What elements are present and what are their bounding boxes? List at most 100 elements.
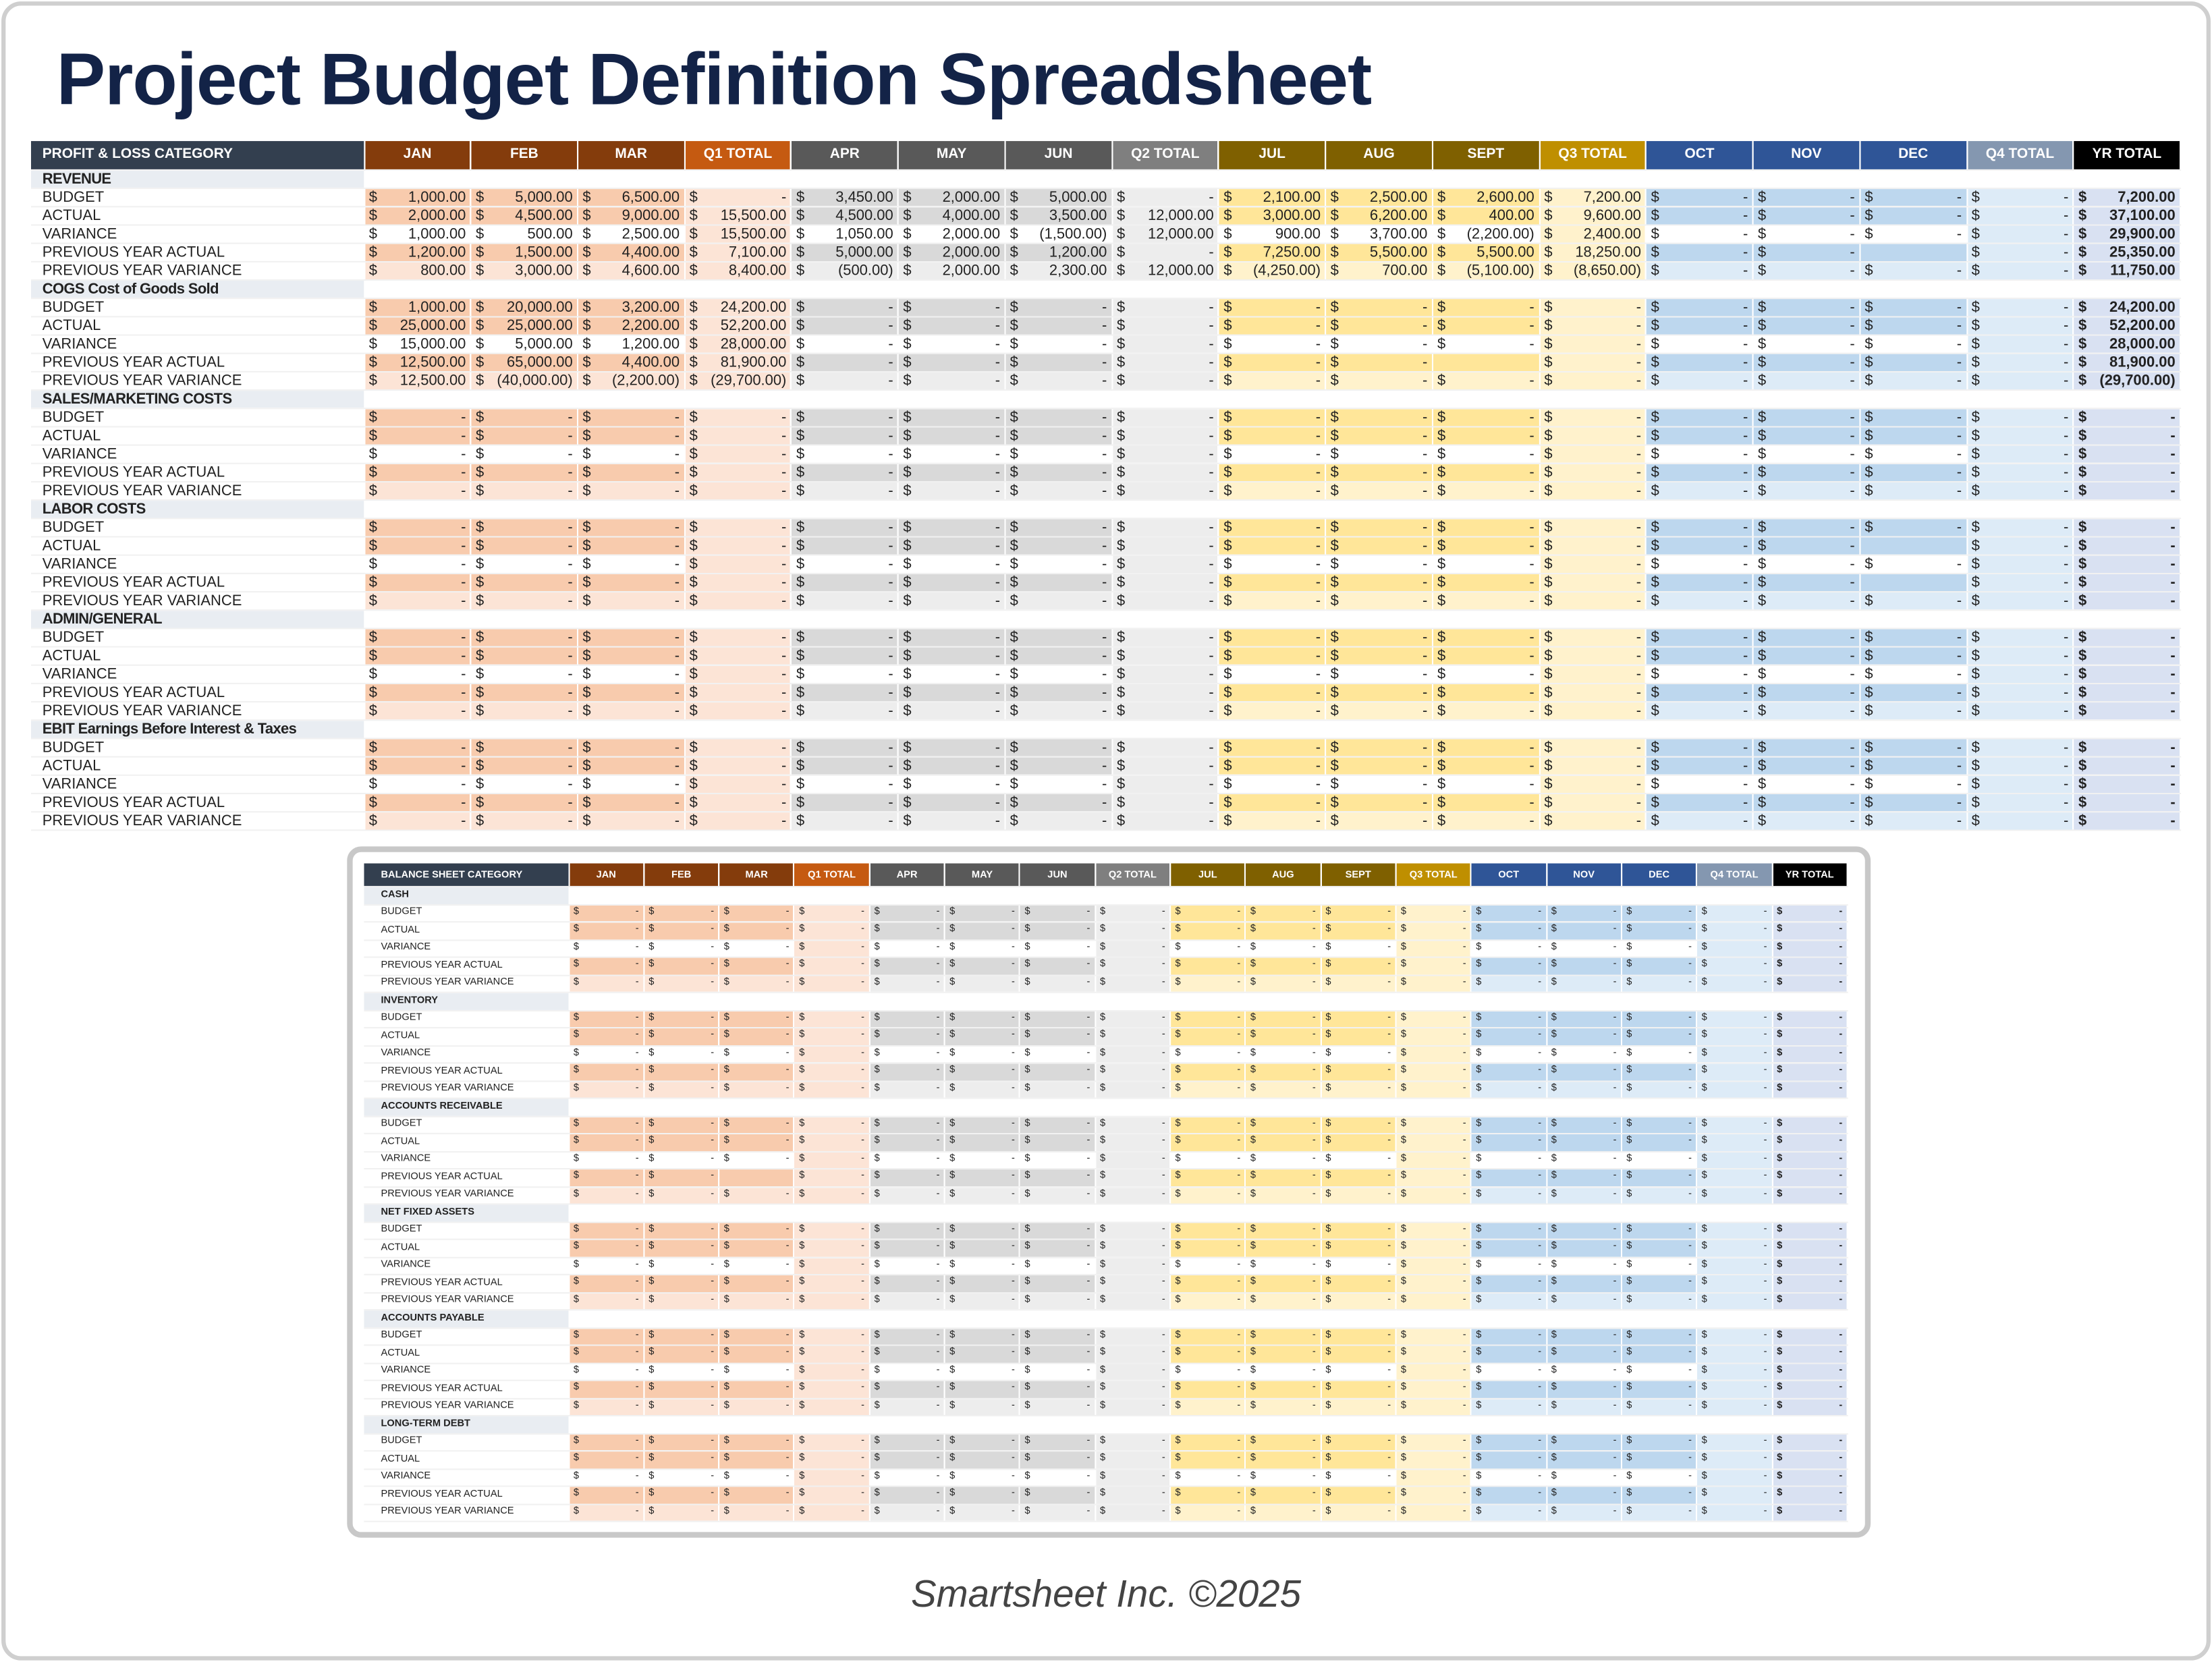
value-cell[interactable]: $ -	[2073, 775, 2182, 795]
value-cell[interactable]: $ -	[2073, 683, 2182, 703]
value-cell[interactable]: $ -	[1005, 536, 1113, 556]
value-cell[interactable]: $ -	[1621, 1433, 1698, 1452]
value-cell[interactable]: $ -	[1859, 592, 1968, 611]
value-cell[interactable]: $ -	[1020, 1133, 1096, 1152]
value-cell[interactable]: $ -	[1245, 1009, 1322, 1029]
value-cell[interactable]: $ -	[1621, 957, 1698, 976]
value-cell[interactable]: $ -	[1752, 335, 1861, 354]
value-cell[interactable]: $ -	[1020, 1486, 1096, 1505]
value-cell[interactable]: $12,000.00	[1111, 225, 1220, 244]
value-cell[interactable]: $ -	[470, 408, 579, 428]
value-cell[interactable]: $ -	[470, 646, 579, 666]
value-cell[interactable]: $ -	[1111, 665, 1220, 684]
value-cell[interactable]: $ -	[364, 408, 472, 428]
value-cell[interactable]: $ -	[1095, 1080, 1171, 1099]
value-cell[interactable]: $ -	[1621, 1380, 1698, 1399]
value-cell[interactable]: $ -	[1095, 1186, 1171, 1205]
value-cell[interactable]: $ -	[1621, 974, 1698, 993]
value-cell[interactable]: $ -	[1395, 904, 1472, 923]
value-cell[interactable]: $ -	[1546, 1327, 1622, 1346]
value-cell[interactable]: $ -	[1170, 1380, 1246, 1399]
value-cell[interactable]: $ -	[1539, 353, 1647, 372]
value-cell[interactable]: $ -	[1966, 775, 2074, 795]
value-cell[interactable]: $ -	[1432, 298, 1541, 318]
value-cell[interactable]: $ -	[1966, 353, 2074, 372]
value-cell[interactable]: $ -	[684, 445, 792, 464]
value-cell[interactable]: $ -	[1646, 445, 1754, 464]
value-cell[interactable]: $ -	[568, 1380, 645, 1399]
value-cell[interactable]: $ -	[1020, 1327, 1096, 1346]
value-cell[interactable]: $52,200.00	[2073, 316, 2182, 336]
value-cell[interactable]: $ -	[1005, 298, 1113, 318]
value-cell[interactable]: $ -	[1696, 1169, 1773, 1188]
value-cell[interactable]: $ -	[1005, 371, 1113, 391]
value-cell[interactable]: $ -	[1219, 298, 1327, 318]
value-cell[interactable]: $ -	[1005, 793, 1113, 813]
value-cell[interactable]: $ -	[1771, 1256, 1848, 1275]
value-cell[interactable]: $ -	[1321, 1045, 1397, 1064]
value-cell[interactable]: $ -	[1859, 225, 1968, 244]
value-cell[interactable]: $ -	[643, 1468, 720, 1487]
value-cell[interactable]: $ -	[944, 1009, 1021, 1029]
value-cell[interactable]: $ -	[684, 536, 792, 556]
value-cell[interactable]: $ -	[1859, 353, 1968, 372]
value-cell[interactable]: $ -	[578, 463, 686, 482]
value-cell[interactable]: $ -	[1470, 904, 1547, 923]
value-cell[interactable]: $ -	[719, 1451, 795, 1470]
value-cell[interactable]: $ -	[568, 1045, 645, 1064]
value-cell[interactable]: $ -	[898, 481, 1006, 501]
value-cell[interactable]: $ -	[1470, 1380, 1547, 1399]
value-cell[interactable]: $ -	[1111, 646, 1220, 666]
value-cell[interactable]: $ -	[791, 628, 900, 648]
value-cell[interactable]: $ -	[1245, 904, 1322, 923]
value-cell[interactable]: $1,050.00	[791, 225, 900, 244]
value-cell[interactable]: $ -	[1095, 1009, 1171, 1029]
value-cell[interactable]: $ -	[1005, 335, 1113, 354]
value-cell[interactable]: $6,500.00	[578, 188, 686, 208]
value-cell[interactable]: $ -	[898, 573, 1006, 593]
value-cell[interactable]: $ -	[470, 463, 579, 482]
value-cell[interactable]: $ -	[1621, 1503, 1698, 1522]
value-cell[interactable]: $8,400.00	[684, 261, 792, 281]
value-cell[interactable]: $ -	[643, 1063, 720, 1082]
value-cell[interactable]: $ -	[1325, 481, 1433, 501]
value-cell[interactable]: $ -	[1696, 1063, 1773, 1082]
value-cell[interactable]: $1,200.00	[1005, 243, 1113, 262]
value-cell[interactable]: $ -	[1470, 1327, 1547, 1346]
value-cell[interactable]: $ -	[944, 1327, 1021, 1346]
value-cell[interactable]: $ -	[898, 335, 1006, 354]
value-cell[interactable]: $9,600.00	[1539, 206, 1647, 226]
value-cell[interactable]: $ -	[1771, 1045, 1848, 1064]
value-cell[interactable]: $ -	[1546, 1486, 1622, 1505]
value-cell[interactable]: $ -	[1546, 1503, 1622, 1522]
value-cell[interactable]: $ -	[1245, 957, 1322, 976]
value-cell[interactable]: $ -	[1111, 702, 1220, 721]
value-cell[interactable]: $ -	[1646, 756, 1754, 776]
value-cell[interactable]: $ -	[1752, 665, 1861, 684]
value-cell[interactable]: $ -	[364, 793, 472, 813]
value-cell[interactable]: $ -	[719, 1362, 795, 1381]
value-cell[interactable]: $ -	[1395, 939, 1472, 958]
value-cell[interactable]: $ -	[719, 1380, 795, 1399]
value-cell[interactable]: $ -	[1245, 1256, 1322, 1275]
value-cell[interactable]: $ -	[794, 1045, 870, 1064]
value-cell[interactable]: $ -	[869, 922, 945, 941]
value-cell[interactable]: $ -	[364, 426, 472, 446]
value-cell[interactable]: $ -	[643, 1256, 720, 1275]
value-cell[interactable]: $1,000.00	[364, 188, 472, 208]
value-cell[interactable]: $ -	[1111, 408, 1220, 428]
value-cell[interactable]: $ -	[1966, 225, 2074, 244]
value-cell[interactable]: $ -	[1432, 555, 1541, 574]
value-cell[interactable]: $ -	[1245, 1169, 1322, 1188]
value-cell[interactable]: $ -	[1005, 592, 1113, 611]
value-cell[interactable]: $ -	[364, 573, 472, 593]
value-cell[interactable]: $ -	[1005, 463, 1113, 482]
value-cell[interactable]: $ -	[1859, 445, 1968, 464]
value-cell[interactable]: $ -	[1325, 573, 1433, 593]
value-cell[interactable]: $ -	[1395, 1009, 1472, 1029]
value-cell[interactable]: $ -	[1111, 738, 1220, 758]
value-cell[interactable]: $ -	[684, 775, 792, 795]
value-cell[interactable]: $4,400.00	[578, 353, 686, 372]
value-cell[interactable]: $ -	[1111, 555, 1220, 574]
value-cell[interactable]: $ -	[1546, 1045, 1622, 1064]
